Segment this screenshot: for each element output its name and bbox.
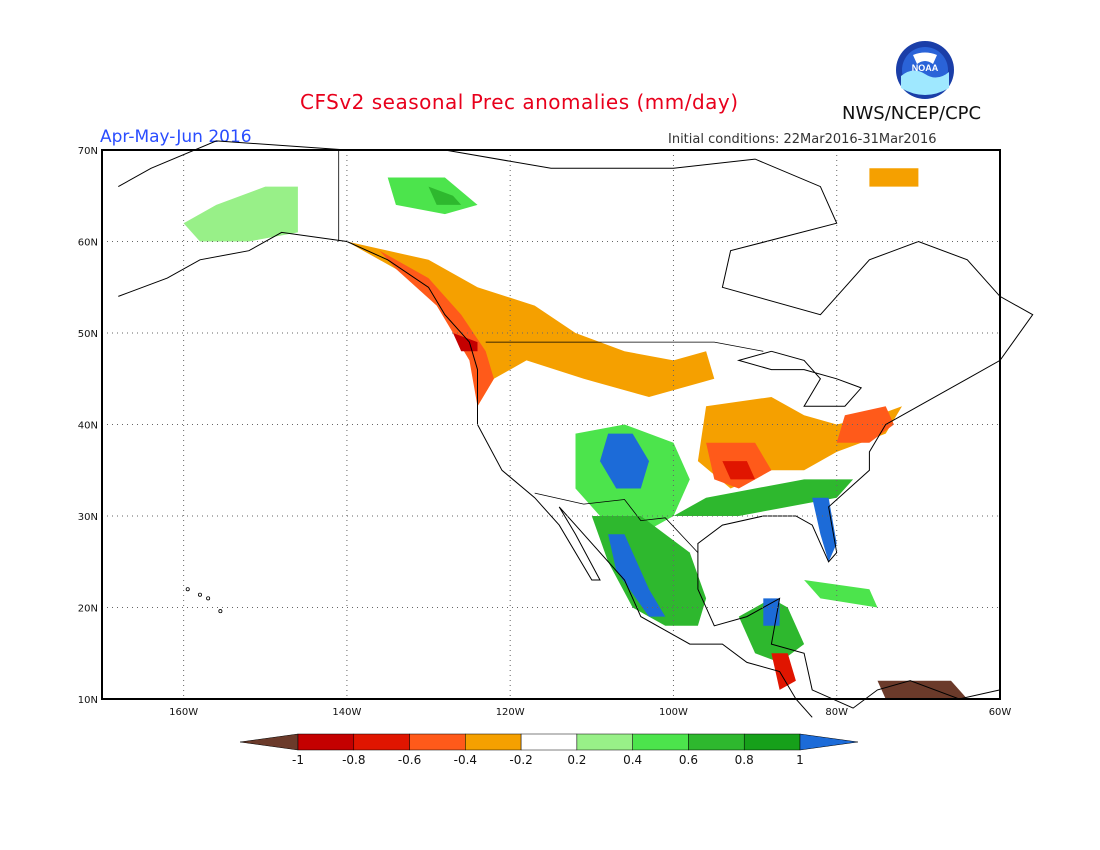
- noaa-logo: NOAA: [896, 41, 954, 99]
- colorbar-label: -0.8: [342, 753, 365, 767]
- colorbar-label: 0.4: [623, 753, 642, 767]
- anomaly-region-nw-coast-red: [379, 250, 494, 407]
- colorbar-box: [353, 733, 410, 751]
- colorbar-box: [688, 733, 745, 751]
- colorbar-box: [465, 733, 522, 751]
- hawaii-island-1: [206, 596, 211, 601]
- anomaly-region-mexico-blue: [608, 534, 666, 617]
- anomaly-region-ne-red: [836, 406, 894, 443]
- anomaly-region-central-america-red: [771, 653, 796, 690]
- lat-tick-label: 30N: [78, 512, 98, 523]
- lat-tick-label: 70N: [78, 146, 98, 157]
- colorbar-label: 0.6: [679, 753, 698, 767]
- initial-conditions-label: Initial conditions: 22Mar2016-31Mar2016: [668, 132, 937, 147]
- colorbar-label: -0.4: [454, 753, 477, 767]
- hawaii-island-2: [197, 592, 202, 597]
- agency-label: NWS/NCEP/CPC: [842, 103, 982, 124]
- coastline-1: [118, 231, 813, 718]
- colorbar-box: [409, 733, 466, 751]
- colorbar-box: [520, 733, 578, 751]
- lon-tick-label: 160W: [169, 707, 198, 718]
- colorbar-label: -0.6: [398, 753, 421, 767]
- anomaly-region-cuba-green: [804, 580, 878, 608]
- colorbar-box: [297, 733, 355, 751]
- anomaly-region-nw-coast-orange: [346, 241, 715, 407]
- colorbar-box: [743, 733, 801, 751]
- lon-tick-label: 80W: [825, 707, 848, 718]
- lat-tick-label: 10N: [78, 695, 98, 706]
- anomaly-region-nw-canada-core: [428, 186, 462, 205]
- colorbar-left-arrow: [239, 733, 299, 751]
- anomaly-region-florida-blue: [812, 497, 837, 562]
- coastline-2: [736, 350, 863, 407]
- colorbar-label: -1: [292, 753, 304, 767]
- colorbar-label: 0.8: [735, 753, 754, 767]
- anomaly-region-greenland-orange: [869, 168, 919, 187]
- colorbar-label: -0.2: [509, 753, 532, 767]
- anomaly-region-oregon-dark: [453, 333, 478, 352]
- figure-title: CFSv2 seasonal Prec anomalies (mm/day): [300, 90, 739, 114]
- anomaly-region-gulf-green: [673, 479, 854, 516]
- lat-tick-label: 60N: [78, 238, 98, 249]
- anomaly-region-new-mexico-blue: [600, 433, 649, 489]
- colorbar-right-arrow: [799, 733, 859, 751]
- colorbar-label: 1: [796, 753, 804, 767]
- map-frame: [101, 149, 1001, 700]
- hawaii-island-3: [185, 587, 190, 592]
- lat-tick-label: 20N: [78, 604, 98, 615]
- anomaly-region-venezuela-brown: [877, 680, 968, 699]
- anomaly-region-central-america-green: [738, 598, 805, 663]
- hawaii-island-0: [218, 609, 223, 614]
- coastline-0: [118, 140, 1034, 709]
- colorbar-label: 0.2: [567, 753, 586, 767]
- lat-tick-label: 40N: [78, 421, 98, 432]
- anomaly-region-nw-canada-green: [387, 177, 478, 215]
- lon-tick-label: 140W: [332, 707, 361, 718]
- colorbar-box: [632, 733, 689, 751]
- lon-tick-label: 120W: [496, 707, 525, 718]
- lon-tick-label: 100W: [659, 707, 688, 718]
- border-0: [485, 341, 764, 352]
- anomaly-region-alaska: [183, 186, 298, 242]
- lon-tick-label: 60W: [989, 707, 1012, 718]
- colorbar-box: [576, 733, 633, 751]
- lat-tick-label: 50N: [78, 329, 98, 340]
- logo-text: NOAA: [912, 63, 939, 73]
- border-2: [534, 492, 699, 553]
- anomaly-region-arkansas-core: [722, 461, 756, 480]
